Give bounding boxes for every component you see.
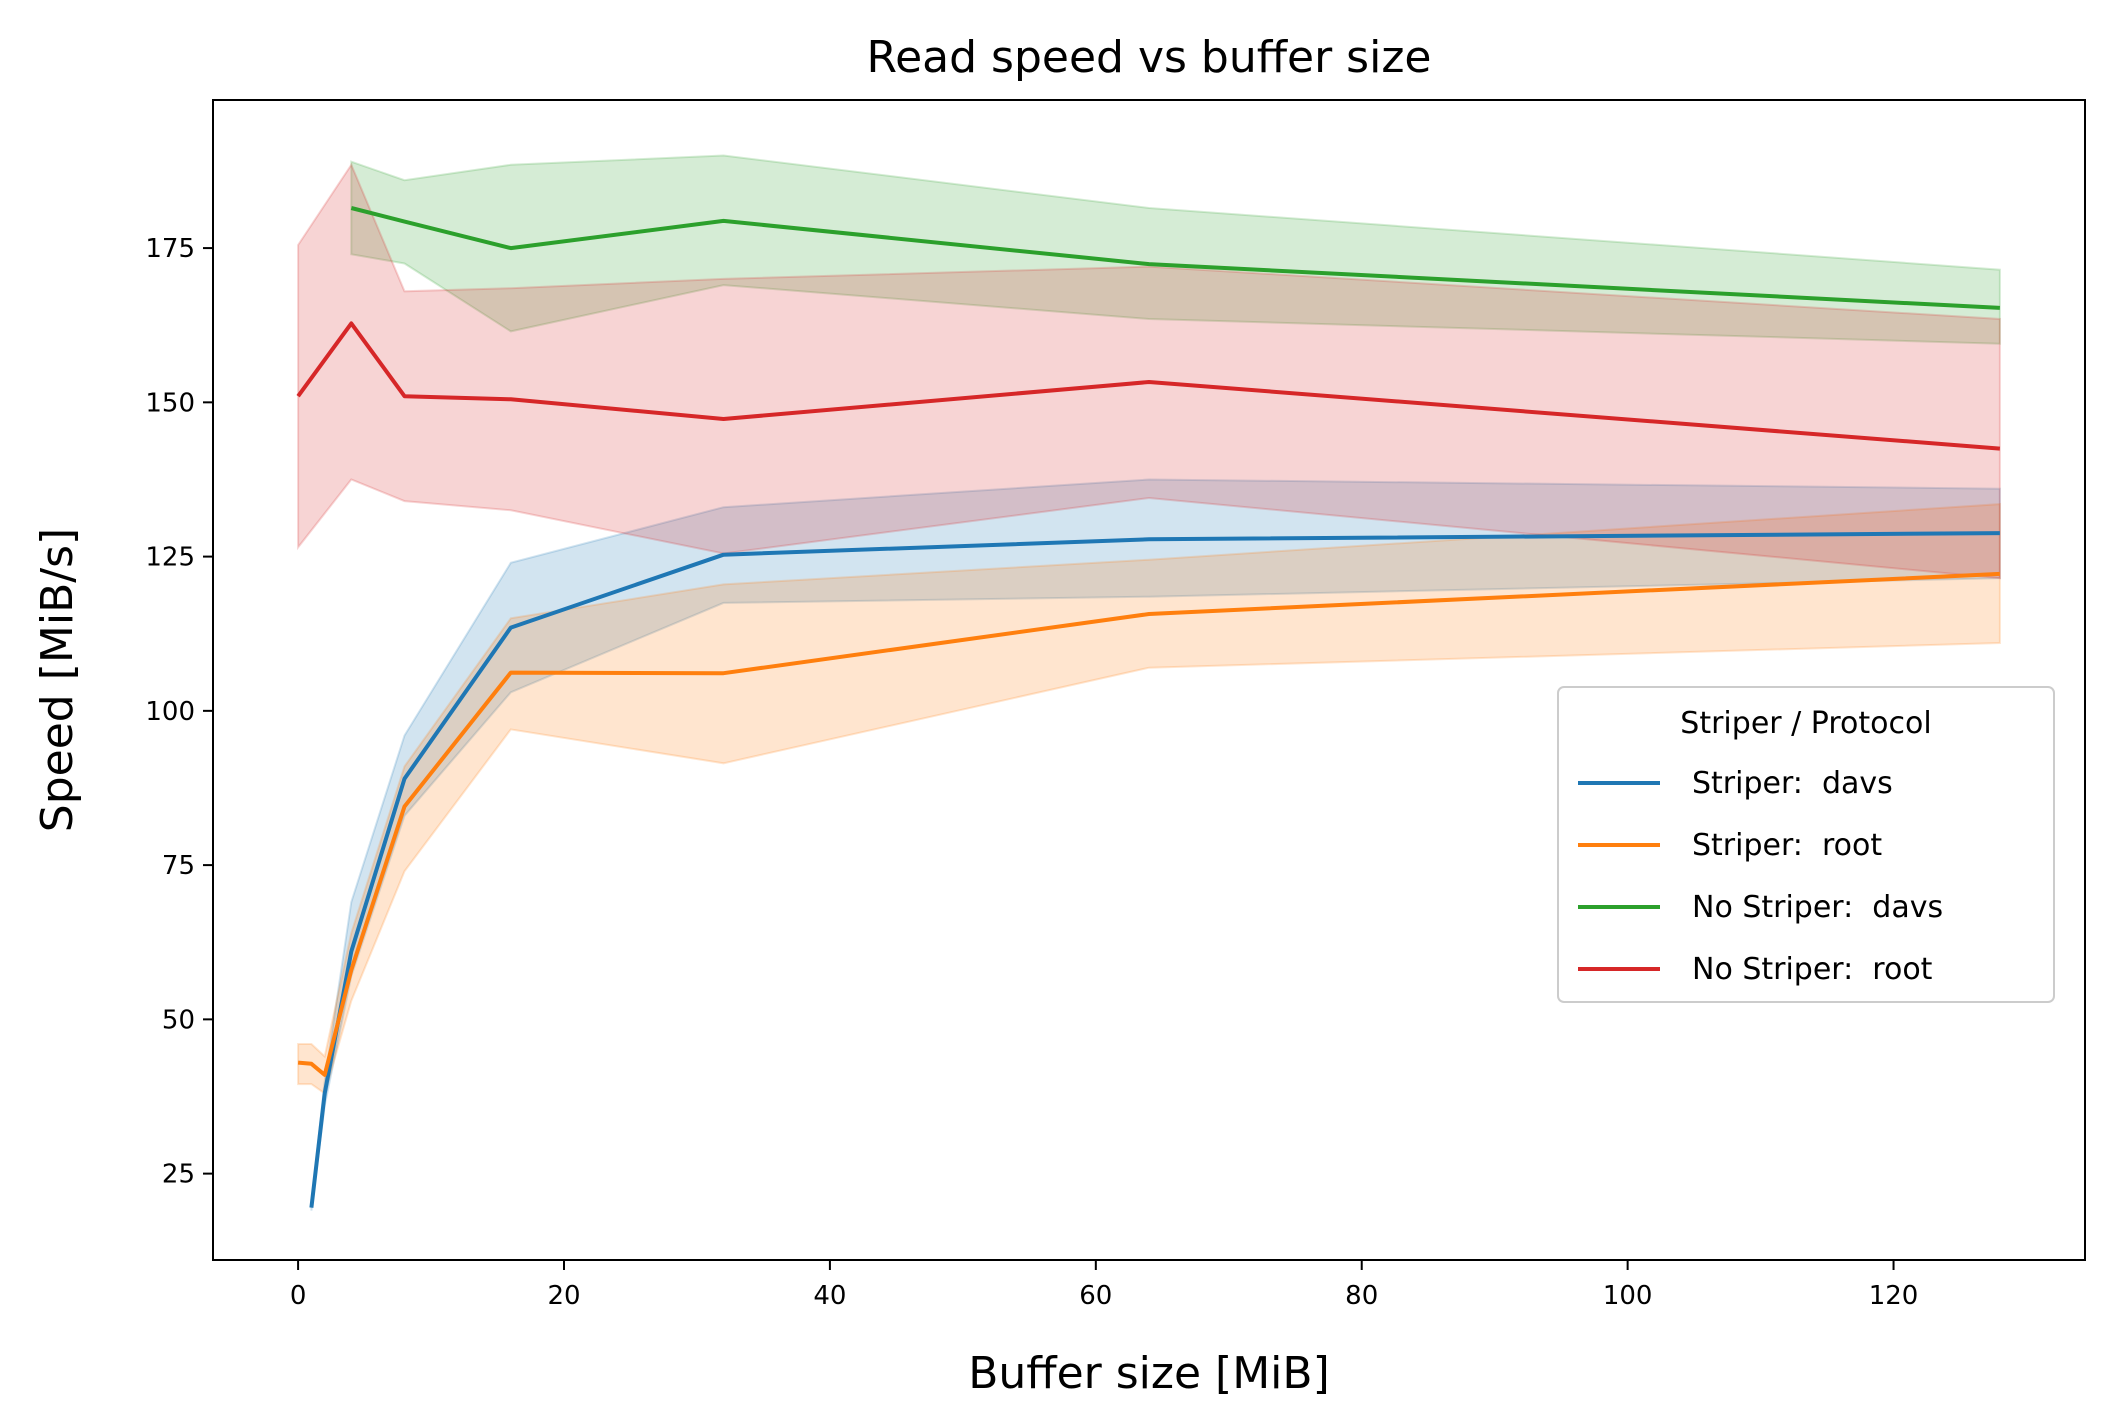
chart-title: Read speed vs buffer size (867, 32, 1432, 83)
legend-label-1: Striper: root (1692, 828, 1882, 863)
x-tick-label: 120 (1869, 1281, 1919, 1311)
series-lines (296, 206, 2001, 1208)
x-axis: 0 20 40 60 80 100 120 (290, 1260, 1919, 1311)
x-tick-label: 40 (813, 1281, 846, 1311)
y-tick-label: 25 (162, 1160, 195, 1190)
legend-box (1557, 686, 2055, 1003)
legend-label-0: Striper: davs (1692, 766, 1893, 801)
y-tick-label: 75 (162, 851, 195, 881)
legend-label-3: No Striper: root (1692, 952, 1933, 987)
y-tick-label: 150 (145, 388, 195, 418)
line-series-2 (350, 206, 2001, 310)
y-axis: 25 50 75 100 125 150 175 (145, 234, 213, 1190)
x-tick-label: 100 (1603, 1281, 1653, 1311)
legend: Striper / Protocol Striper: davsStriper:… (1557, 686, 2055, 1003)
y-tick-label: 175 (145, 234, 195, 264)
y-tick-label: 100 (145, 697, 195, 727)
x-tick-label: 20 (547, 1281, 580, 1311)
y-tick-label: 50 (162, 1005, 195, 1035)
x-tick-label: 0 (290, 1281, 307, 1311)
band-series-2 (350, 154, 2001, 345)
x-axis-label: Buffer size [MiB] (968, 1348, 1330, 1399)
y-axis-label: Speed [MiB/s] (32, 528, 83, 832)
line-series-3 (296, 321, 2001, 451)
line-series-0 (309, 531, 2000, 1208)
y-tick-label: 125 (145, 543, 195, 573)
legend-title: Striper / Protocol (1680, 706, 1931, 741)
band-series-3 (297, 162, 2001, 580)
legend-items: Striper: davs Striper: root No Striper: da… (1578, 766, 1943, 987)
x-tick-label: 80 (1345, 1281, 1378, 1311)
band-series-0 (310, 478, 2001, 1211)
confidence-bands (297, 154, 2001, 1211)
legend-label-2: No Striper: davs (1692, 890, 1943, 925)
line-series-1 (297, 571, 2000, 1077)
plot-area-frame (212, 99, 2086, 1261)
x-tick-label: 60 (1079, 1281, 1112, 1311)
